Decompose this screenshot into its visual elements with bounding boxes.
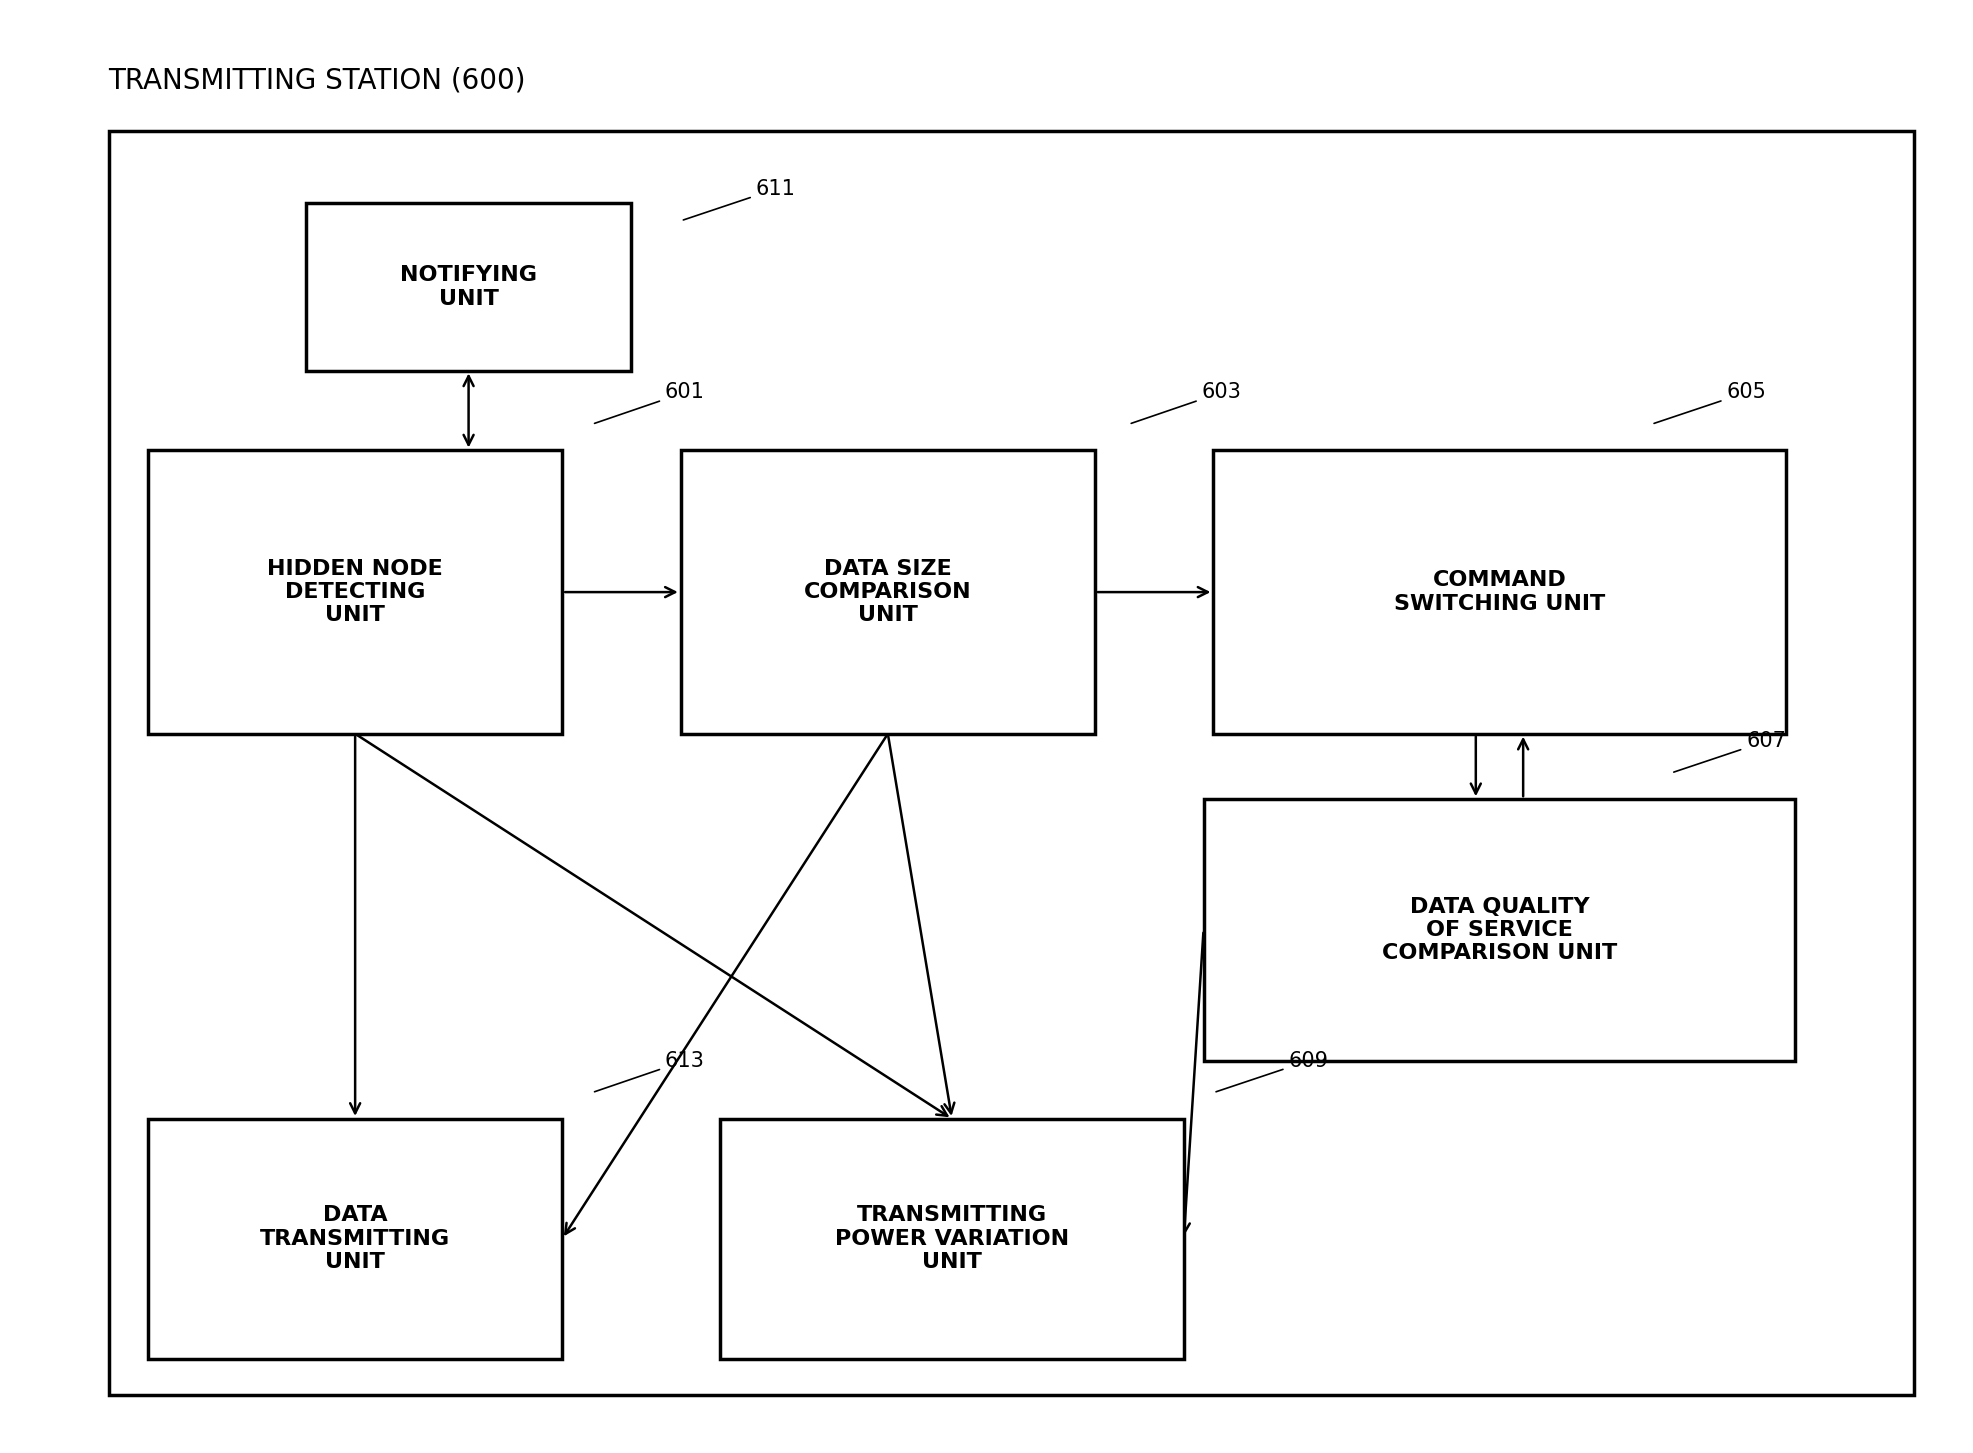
Bar <box>148 1119 562 1359</box>
Text: COMMAND
SWITCHING UNIT: COMMAND SWITCHING UNIT <box>1393 571 1606 613</box>
Bar <box>681 450 1095 734</box>
Text: 609: 609 <box>1215 1051 1328 1091</box>
Text: 607: 607 <box>1673 731 1786 772</box>
Text: DATA
TRANSMITTING
UNIT: DATA TRANSMITTING UNIT <box>260 1206 450 1271</box>
Text: HIDDEN NODE
DETECTING
UNIT: HIDDEN NODE DETECTING UNIT <box>266 559 444 625</box>
Text: 611: 611 <box>683 179 795 219</box>
Text: 605: 605 <box>1653 382 1766 423</box>
Text: 603: 603 <box>1131 382 1241 423</box>
Text: TRANSMITTING STATION (600): TRANSMITTING STATION (600) <box>109 67 527 94</box>
Bar <box>720 1119 1184 1359</box>
Text: NOTIFYING
UNIT: NOTIFYING UNIT <box>401 266 537 308</box>
Bar <box>1204 799 1795 1061</box>
Text: TRANSMITTING
POWER VARIATION
UNIT: TRANSMITTING POWER VARIATION UNIT <box>835 1206 1069 1271</box>
Bar <box>148 450 562 734</box>
Text: 601: 601 <box>594 382 704 423</box>
Bar <box>1213 450 1786 734</box>
Bar <box>306 203 631 371</box>
Text: 613: 613 <box>594 1051 704 1091</box>
Text: DATA SIZE
COMPARISON
UNIT: DATA SIZE COMPARISON UNIT <box>805 559 971 625</box>
Bar <box>109 131 1914 1395</box>
Text: DATA QUALITY
OF SERVICE
COMPARISON UNIT: DATA QUALITY OF SERVICE COMPARISON UNIT <box>1381 897 1618 963</box>
